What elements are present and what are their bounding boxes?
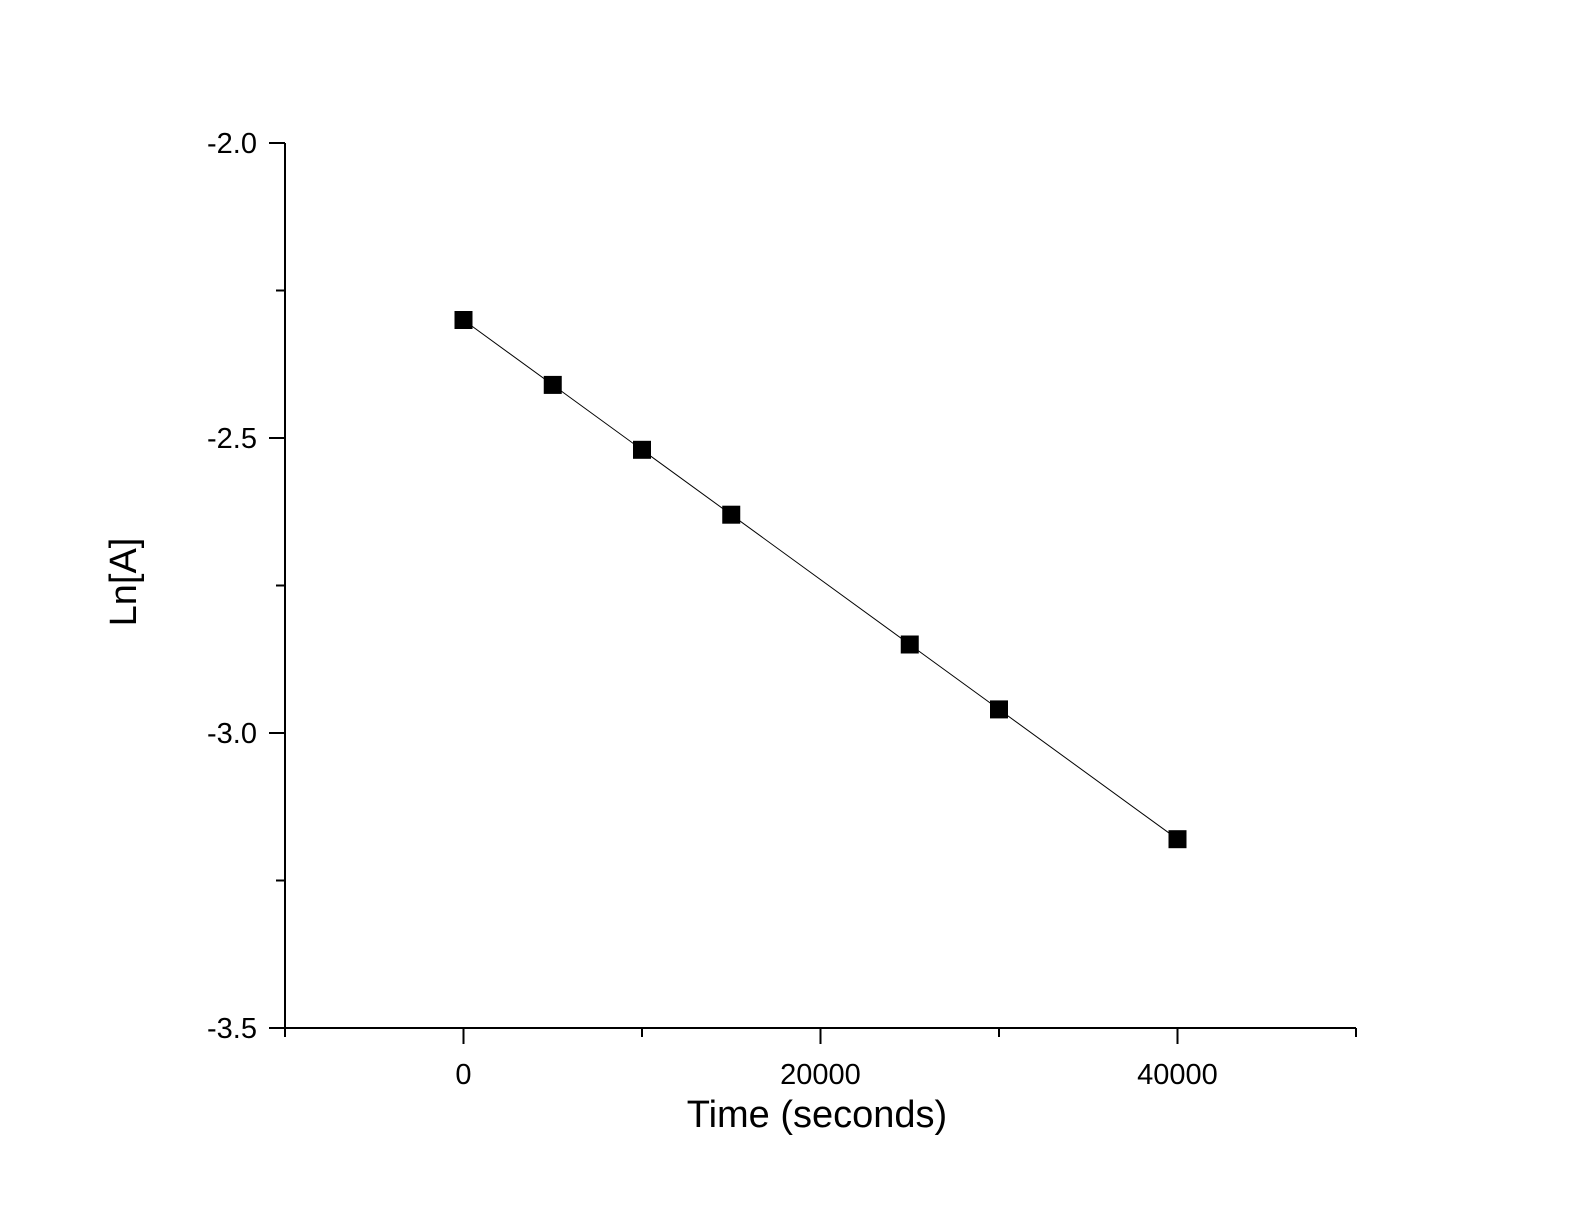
data-point: [543, 375, 562, 394]
data-point: [900, 635, 919, 654]
data-point: [1168, 830, 1187, 849]
x-tick-label: 20000: [780, 1059, 861, 1091]
y-axis-ticks: -2.0 -2.5 -3.0 -3.5: [207, 128, 285, 1045]
series-line: [463, 319, 1178, 840]
y-tick-label: -3.0: [207, 718, 257, 750]
y-tick-label: -2.5: [207, 423, 257, 455]
series-layer: [454, 311, 1187, 849]
y-tick-label: -3.5: [207, 1013, 257, 1045]
x-axis-ticks: 0 20000 40000: [284, 1028, 1357, 1091]
data-point: [633, 440, 651, 459]
plot-area: -2.0 -2.5 -3.0 -3.5 0 20000 40000: [207, 128, 1357, 1091]
y-axis-title: Ln[A]: [103, 538, 145, 627]
x-axis-title: Time (seconds): [687, 1094, 947, 1136]
x-tick-label: 40000: [1137, 1059, 1218, 1091]
data-point: [990, 700, 1008, 719]
x-tick-label: 0: [455, 1059, 471, 1091]
data-point: [722, 505, 741, 524]
data-point: [454, 311, 473, 329]
y-tick-label: -2.0: [207, 128, 257, 160]
